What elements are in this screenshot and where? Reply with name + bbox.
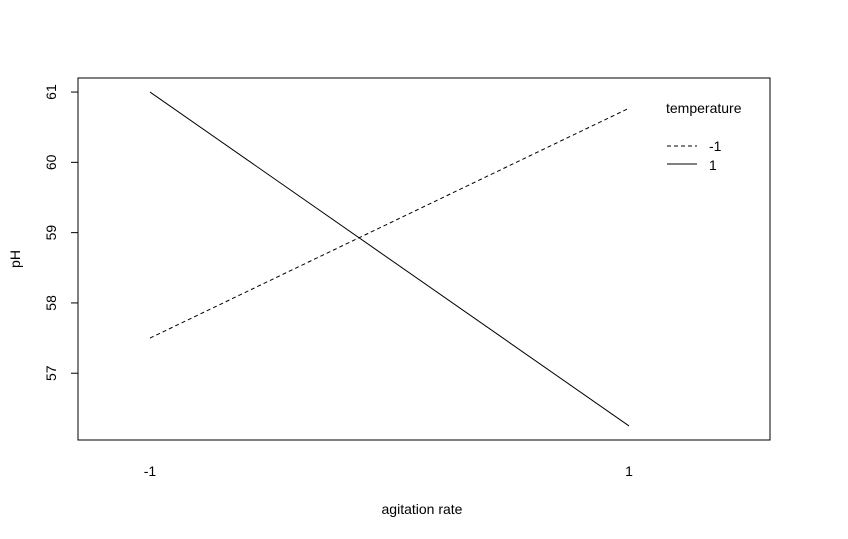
y-axis-label: pH: [7, 250, 23, 268]
x-axis-label: agitation rate: [382, 501, 463, 517]
y-tick-label: 61: [43, 84, 59, 100]
y-axis: 57 58 59 60 61: [43, 84, 79, 381]
x-tick-label: 1: [625, 463, 633, 479]
legend-entry-label: -1: [709, 138, 722, 154]
y-tick-label: 57: [43, 365, 59, 381]
x-tick-label: -1: [144, 463, 157, 479]
y-tick-label: 60: [43, 154, 59, 170]
y-tick-label: 59: [43, 225, 59, 241]
series-layer: [149, 91, 630, 427]
x-axis: -1 1: [144, 463, 633, 479]
y-tick-label: 58: [43, 295, 59, 311]
legend: temperature -1 1: [666, 100, 742, 173]
plot-frame: [77, 77, 771, 441]
series-line-dashed: [149, 107, 630, 339]
series-line-solid: [149, 91, 630, 427]
legend-entry-label: 1: [709, 157, 717, 173]
legend-title: temperature: [666, 100, 742, 116]
